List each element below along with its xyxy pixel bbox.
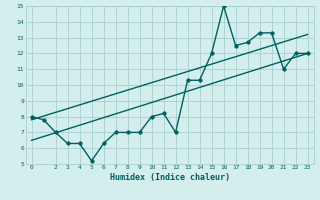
X-axis label: Humidex (Indice chaleur): Humidex (Indice chaleur) bbox=[109, 173, 230, 182]
